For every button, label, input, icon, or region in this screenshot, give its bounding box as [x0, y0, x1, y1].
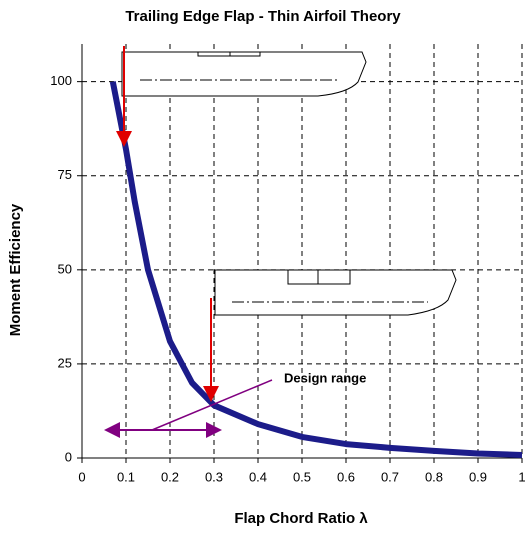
- hinge-box: [287, 269, 351, 285]
- x-tick-label: 0.4: [249, 469, 267, 484]
- x-tick-label: 0.8: [425, 469, 443, 484]
- chart-title: Trailing Edge Flap - Thin Airfoil Theory: [125, 8, 401, 25]
- x-tick-label: 0.5: [293, 469, 311, 484]
- y-axis-label: Moment Efficiency: [7, 203, 24, 336]
- x-tick-label: 0.9: [469, 469, 487, 484]
- hinge-box: [197, 51, 261, 57]
- annotation: Design range: [284, 370, 366, 385]
- y-tick-label: 0: [65, 449, 72, 464]
- x-tick-label: 0.1: [117, 469, 135, 484]
- line-series: [109, 81, 523, 458]
- x-tick-label: 0.3: [205, 469, 223, 484]
- annotations: Design range: [104, 46, 366, 438]
- y-tick-label: 50: [58, 261, 72, 276]
- x-tick-label: 0.7: [381, 469, 399, 484]
- x-tick-label: 0: [78, 469, 85, 484]
- x-axis-label: Flap Chord Ratio λ: [234, 510, 368, 527]
- leader-line: [151, 379, 273, 431]
- airfoil-sketches: [121, 51, 457, 316]
- airfoil-shape: [214, 269, 457, 316]
- grid: [82, 44, 523, 458]
- airfoil-shape: [121, 51, 367, 97]
- plot-area: 0 25 50 75 100 0 0.1 0.2 0.3 0.4 0.5 0.6 0.7 0.8 0.9 1: [50, 44, 526, 484]
- y-tick-label: 100: [50, 73, 72, 88]
- x-tick-label: 0.2: [161, 469, 179, 484]
- x-tick-label: 0.6: [337, 469, 355, 484]
- x-tick-label: 1: [518, 469, 525, 484]
- y-tick-label: 75: [58, 167, 72, 182]
- y-tick-label: 25: [58, 355, 72, 370]
